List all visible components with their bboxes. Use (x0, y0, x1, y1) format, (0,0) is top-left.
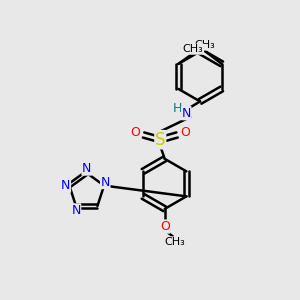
Text: S: S (155, 131, 166, 149)
Text: CH₃: CH₃ (183, 44, 203, 54)
Text: CH₃: CH₃ (194, 40, 215, 50)
Text: N: N (82, 162, 92, 175)
Text: N: N (61, 179, 70, 192)
Text: O: O (180, 125, 190, 139)
Text: CH₃: CH₃ (164, 237, 185, 247)
Text: N: N (182, 107, 191, 120)
Text: N: N (71, 204, 81, 217)
Text: O: O (160, 220, 170, 233)
Text: N: N (100, 176, 110, 188)
Text: H: H (173, 102, 182, 115)
Text: O: O (130, 125, 140, 139)
